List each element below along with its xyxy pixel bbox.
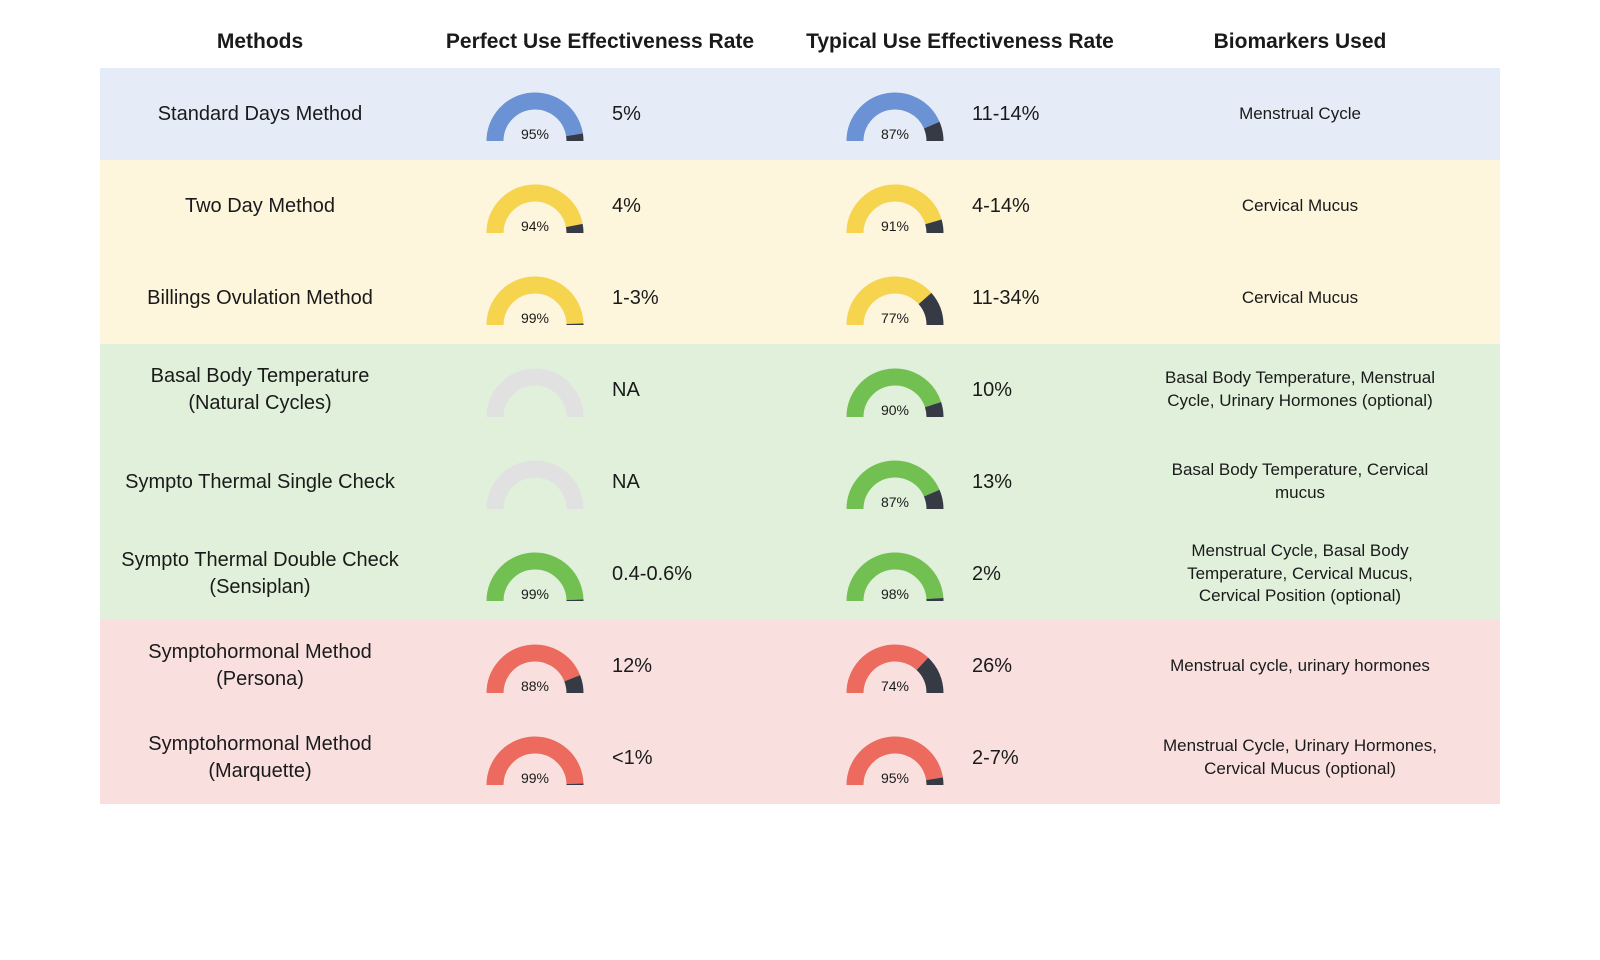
gauge-percent-label: 77% <box>840 310 950 326</box>
perfect-rate-label: <1% <box>612 747 653 770</box>
typical-rate-label: 2% <box>972 563 1001 586</box>
typical-rate-cell: 77% 11-34% <box>780 270 1140 326</box>
gauge-icon: 98% <box>840 546 950 602</box>
gauge-icon: 87% <box>840 454 950 510</box>
biomarkers-cell: Cervical Mucus <box>1140 287 1460 310</box>
gauge-percent-label: 95% <box>840 770 950 786</box>
perfect-rate-label: 1-3% <box>612 287 659 310</box>
table-header-row: Methods Perfect Use Effectiveness Rate T… <box>100 20 1500 68</box>
gauge-percent-label: 91% <box>840 218 950 234</box>
perfect-rate-cell: NA <box>420 362 780 418</box>
perfect-rate-label: 12% <box>612 655 652 678</box>
typical-rate-label: 10% <box>972 379 1012 402</box>
header-typical: Typical Use Effectiveness Rate <box>780 30 1140 54</box>
method-name: Standard Days Method <box>100 101 420 128</box>
gauge-icon: 99% <box>480 730 590 786</box>
table-row: Symptohormonal Method (Persona) 88% 12% 74%… <box>100 620 1500 712</box>
typical-rate-cell: 95% 2-7% <box>780 730 1140 786</box>
method-group: Two Day Method 94% 4% 91% 4-14% Cervical Mucu… <box>100 160 1500 344</box>
perfect-rate-cell: NA <box>420 454 780 510</box>
gauge-percent-label: 99% <box>480 770 590 786</box>
header-methods: Methods <box>100 30 420 54</box>
table-row: Billings Ovulation Method 99% 1-3% 77% 11-34… <box>100 252 1500 344</box>
typical-rate-cell: 90% 10% <box>780 362 1140 418</box>
gauge-percent-label: 99% <box>480 586 590 602</box>
method-group: Standard Days Method 95% 5% 87% 11-14% Menstr… <box>100 68 1500 160</box>
gauge-percent-label: 94% <box>480 218 590 234</box>
perfect-rate-label: NA <box>612 471 640 494</box>
gauge-percent-label: 87% <box>840 126 950 142</box>
gauge-icon: 95% <box>480 86 590 142</box>
method-group: Symptohormonal Method (Persona) 88% 12% 74%… <box>100 620 1500 804</box>
method-name: Billings Ovulation Method <box>100 285 420 312</box>
table-row: Two Day Method 94% 4% 91% 4-14% Cervical Mucu… <box>100 160 1500 252</box>
method-name: Two Day Method <box>100 193 420 220</box>
perfect-rate-label: 0.4-0.6% <box>612 563 692 586</box>
typical-rate-cell: 91% 4-14% <box>780 178 1140 234</box>
typical-rate-cell: 98% 2% <box>780 546 1140 602</box>
typical-rate-cell: 87% 13% <box>780 454 1140 510</box>
table-row: Basal Body Temperature (Natural Cycles) N… <box>100 344 1500 436</box>
gauge-icon: 77% <box>840 270 950 326</box>
table-body: Standard Days Method 95% 5% 87% 11-14% Menstr… <box>100 68 1500 804</box>
header-biomarkers: Biomarkers Used <box>1140 30 1460 54</box>
gauge-icon: 87% <box>840 86 950 142</box>
effectiveness-table: Methods Perfect Use Effectiveness Rate T… <box>100 20 1500 804</box>
biomarkers-cell: Menstrual Cycle, Basal Body Temperature,… <box>1140 540 1460 609</box>
biomarkers-cell: Basal Body Temperature, Menstrual Cycle,… <box>1140 367 1460 413</box>
biomarkers-cell: Menstrual Cycle <box>1140 103 1460 126</box>
biomarkers-cell: Menstrual cycle, urinary hormones <box>1140 655 1460 678</box>
perfect-rate-cell: 99% 0.4-0.6% <box>420 546 780 602</box>
gauge-icon <box>480 362 590 418</box>
gauge-icon: 99% <box>480 270 590 326</box>
typical-rate-cell: 87% 11-14% <box>780 86 1140 142</box>
biomarkers-cell: Menstrual Cycle, Urinary Hormones, Cervi… <box>1140 735 1460 781</box>
method-name: Basal Body Temperature (Natural Cycles) <box>100 363 420 417</box>
typical-rate-label: 11-14% <box>972 103 1039 126</box>
perfect-rate-label: 4% <box>612 195 641 218</box>
gauge-percent-label: 88% <box>480 678 590 694</box>
gauge-icon <box>480 454 590 510</box>
gauge-icon: 94% <box>480 178 590 234</box>
perfect-rate-cell: 95% 5% <box>420 86 780 142</box>
method-name: Sympto Thermal Single Check <box>100 469 420 496</box>
method-name: Symptohormonal Method (Persona) <box>100 639 420 693</box>
typical-rate-label: 2-7% <box>972 747 1019 770</box>
typical-rate-label: 13% <box>972 471 1012 494</box>
table-row: Symptohormonal Method (Marquette)99%<1%9… <box>100 712 1500 804</box>
gauge-percent-label: 99% <box>480 310 590 326</box>
typical-rate-label: 4-14% <box>972 195 1030 218</box>
gauge-icon: 99% <box>480 546 590 602</box>
gauge-icon: 95% <box>840 730 950 786</box>
method-name: Symptohormonal Method (Marquette) <box>100 731 420 785</box>
method-group: Basal Body Temperature (Natural Cycles) N… <box>100 344 1500 620</box>
gauge-icon: 90% <box>840 362 950 418</box>
biomarkers-cell: Cervical Mucus <box>1140 195 1460 218</box>
gauge-icon: 91% <box>840 178 950 234</box>
table-row: Sympto Thermal Double Check (Sensiplan)9… <box>100 528 1500 620</box>
gauge-icon: 74% <box>840 638 950 694</box>
gauge-percent-label: 90% <box>840 402 950 418</box>
perfect-rate-cell: 94% 4% <box>420 178 780 234</box>
perfect-rate-label: NA <box>612 379 640 402</box>
gauge-icon: 88% <box>480 638 590 694</box>
typical-rate-cell: 74% 26% <box>780 638 1140 694</box>
typical-rate-label: 11-34% <box>972 287 1039 310</box>
perfect-rate-cell: 99% <1% <box>420 730 780 786</box>
perfect-rate-label: 5% <box>612 103 641 126</box>
perfect-rate-cell: 99% 1-3% <box>420 270 780 326</box>
typical-rate-label: 26% <box>972 655 1012 678</box>
gauge-percent-label: 98% <box>840 586 950 602</box>
gauge-percent-label: 74% <box>840 678 950 694</box>
table-row: Standard Days Method 95% 5% 87% 11-14% Menstr… <box>100 68 1500 160</box>
perfect-rate-cell: 88% 12% <box>420 638 780 694</box>
table-row: Sympto Thermal Single Check NA 87% 13% Basal… <box>100 436 1500 528</box>
gauge-percent-label: 87% <box>840 494 950 510</box>
method-name: Sympto Thermal Double Check (Sensiplan) <box>100 547 420 601</box>
gauge-percent-label: 95% <box>480 126 590 142</box>
header-perfect: Perfect Use Effectiveness Rate <box>420 30 780 54</box>
biomarkers-cell: Basal Body Temperature, Cervical mucus <box>1140 459 1460 505</box>
